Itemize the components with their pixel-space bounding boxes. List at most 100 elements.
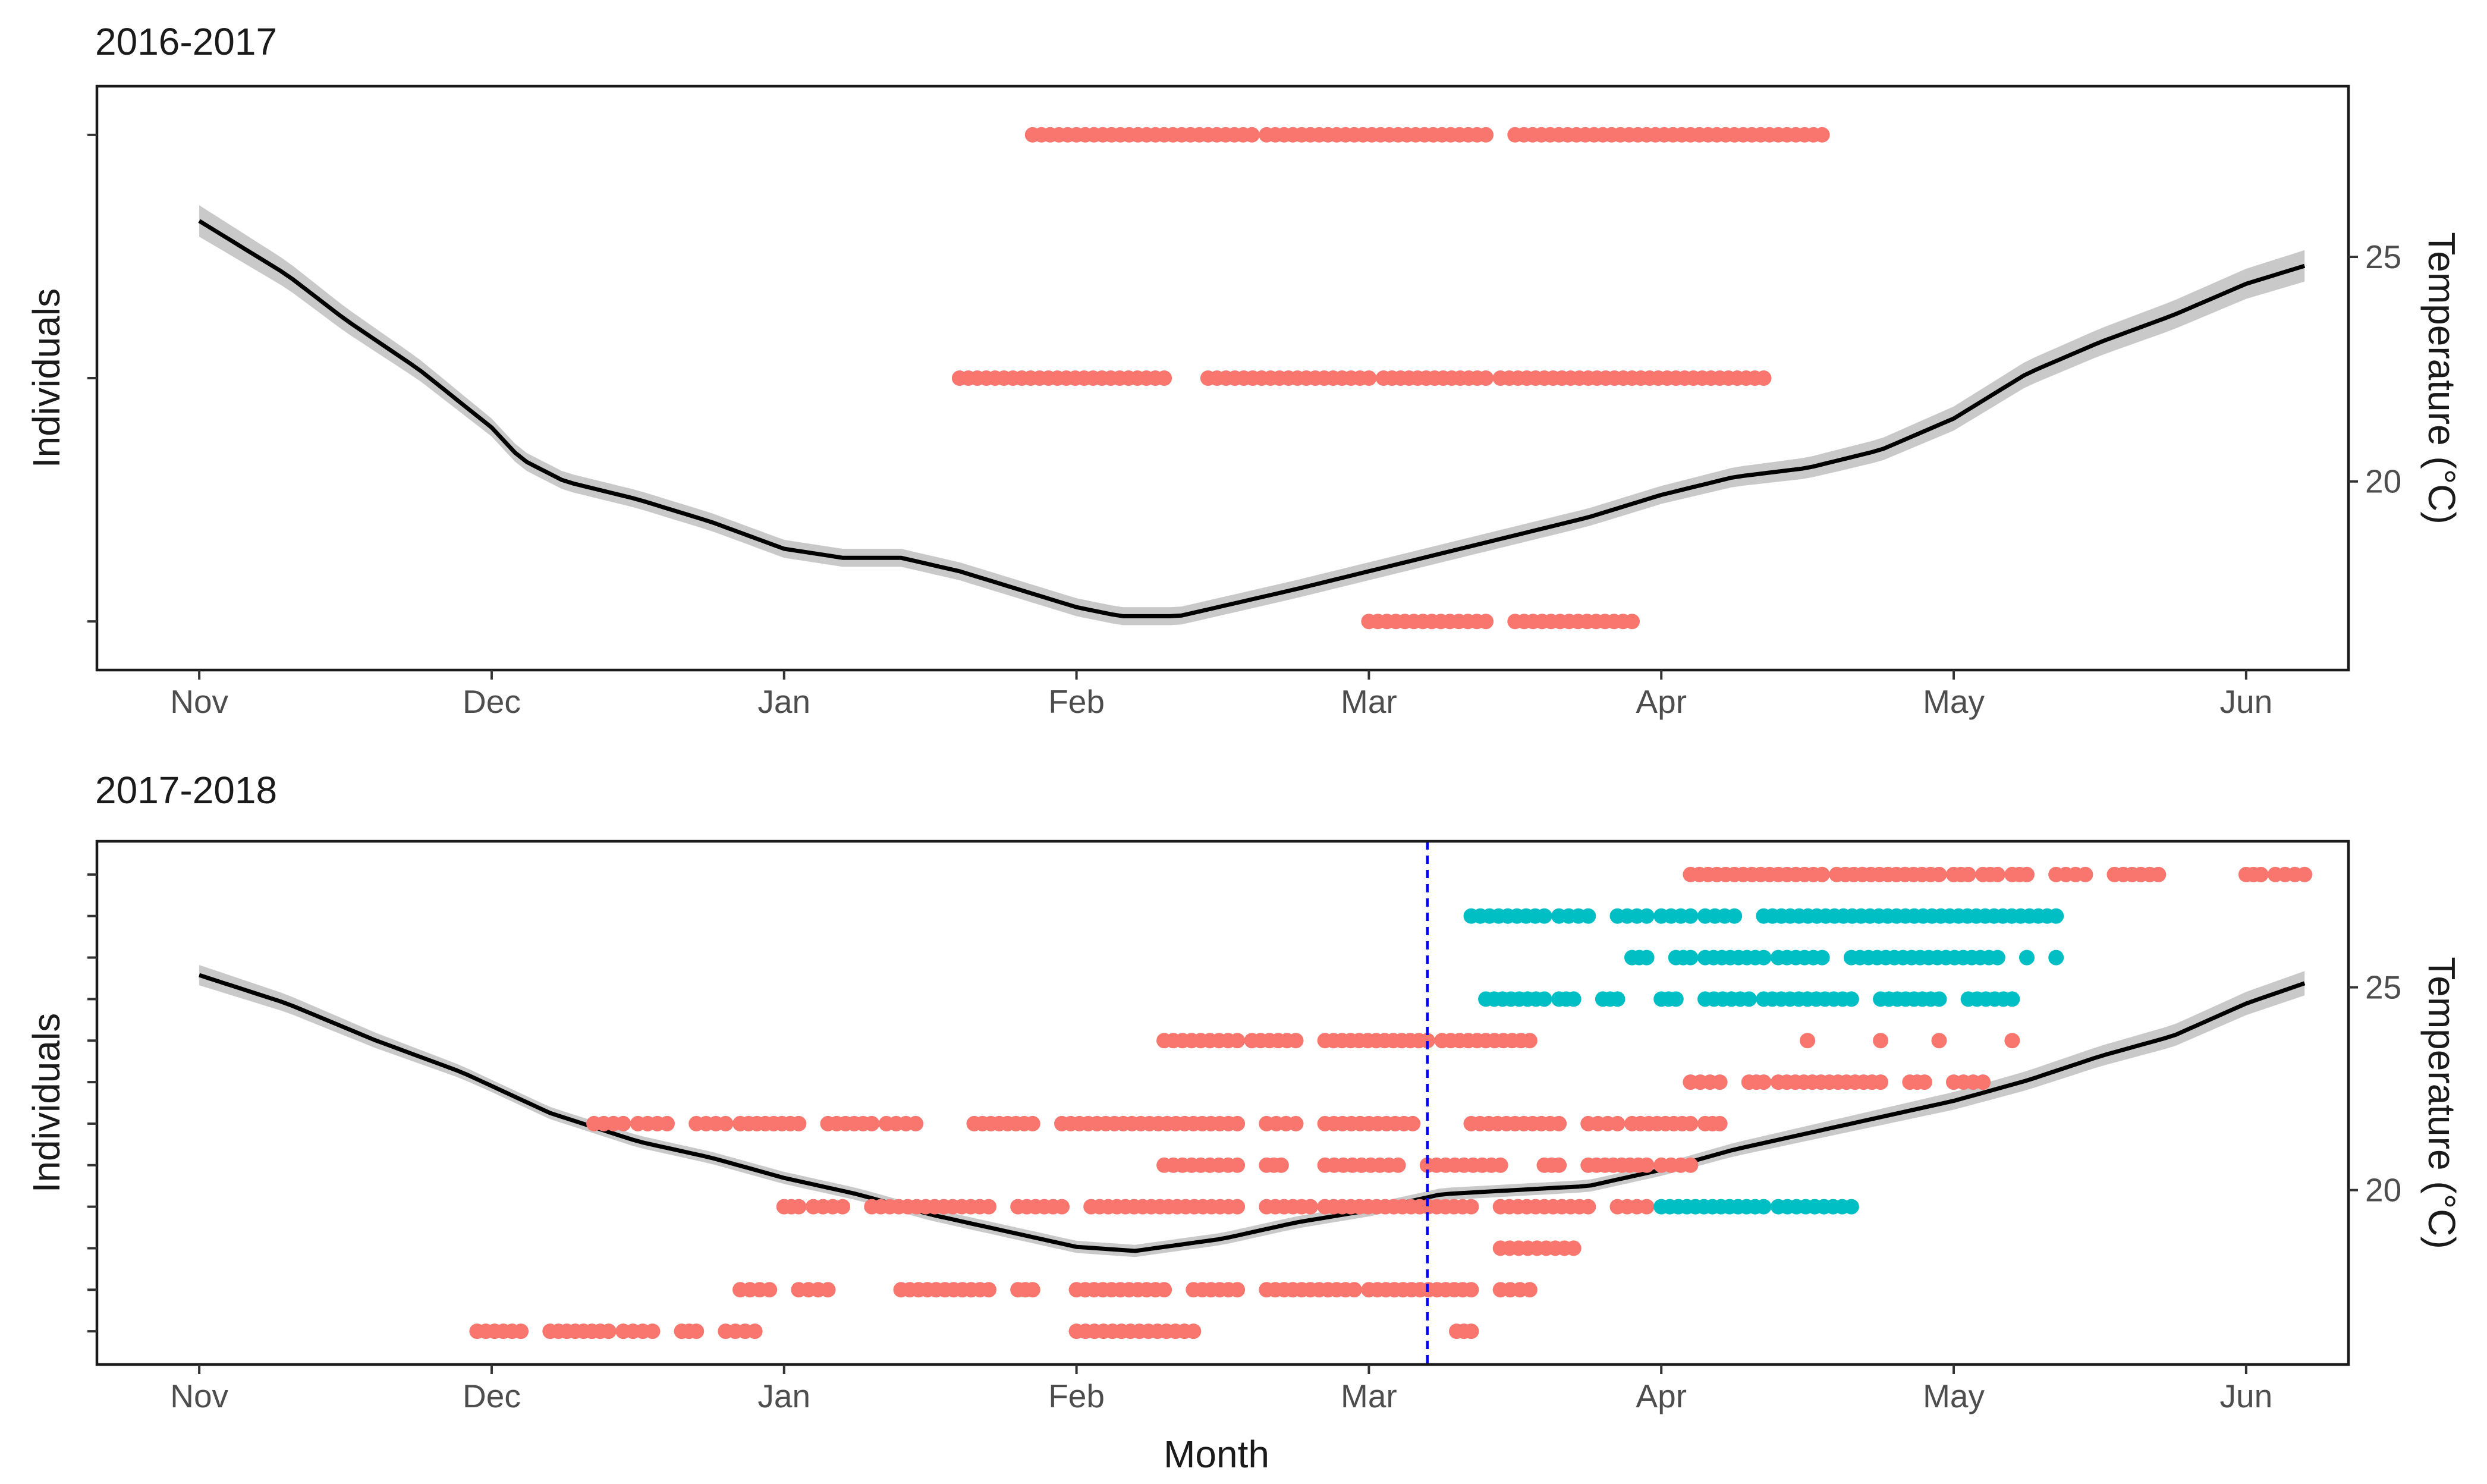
observation-point bbox=[644, 1323, 661, 1340]
individual-row bbox=[776, 1199, 1655, 1215]
x-tick-label: Nov bbox=[170, 1378, 228, 1414]
x-tick-label: May bbox=[1923, 683, 1985, 720]
observation-point bbox=[1230, 1115, 1246, 1131]
observation-point bbox=[2150, 866, 2167, 882]
x-tick-label: May bbox=[1923, 1378, 1985, 1414]
individual-row bbox=[1361, 614, 1640, 630]
y2-axis-label: Temperature (°C) bbox=[2420, 232, 2463, 524]
plot-marks bbox=[199, 841, 2313, 1364]
y2-axis-label: Temperature (°C) bbox=[2420, 957, 2463, 1249]
observation-point bbox=[908, 1115, 924, 1131]
observation-point bbox=[981, 1282, 996, 1298]
individual-row bbox=[1683, 1074, 1991, 1090]
observation-point bbox=[1288, 1115, 1304, 1131]
confidence-ribbon bbox=[199, 205, 2305, 625]
observation-point bbox=[2253, 866, 2269, 882]
observation-point bbox=[1756, 949, 1772, 966]
confidence-ribbon bbox=[199, 965, 2305, 1257]
observation-point bbox=[1346, 1282, 1362, 1298]
observation-point bbox=[1390, 1157, 1406, 1173]
observation-point bbox=[1931, 991, 1947, 1007]
x-tick-label: Jan bbox=[757, 1378, 810, 1414]
observation-point bbox=[762, 1282, 778, 1298]
observation-point bbox=[1683, 1157, 1699, 1173]
individual-row bbox=[1624, 949, 2064, 966]
observation-point bbox=[1873, 1074, 1889, 1090]
panel-2017-2018: 2017-2018 Nov Dec Jan Feb Mar Apr May Jun 20 25 I… bbox=[25, 769, 2463, 1476]
observation-point bbox=[688, 1323, 705, 1340]
x-tick-label: Apr bbox=[1636, 1378, 1687, 1414]
observation-point bbox=[1814, 866, 1830, 882]
plot-marks bbox=[198, 127, 2306, 630]
observation-point bbox=[1565, 991, 1582, 1007]
panel-2016-2017: 2016-2017 Nov Dec Jan Feb Mar Apr May Jun 20 25 I… bbox=[25, 20, 2463, 720]
x-tick-label: Feb bbox=[1048, 683, 1105, 720]
individual-row bbox=[1463, 908, 2064, 924]
observation-point bbox=[2004, 991, 2020, 1007]
x-tick-label: Jun bbox=[2220, 683, 2273, 720]
y2-tick-label: 20 bbox=[2365, 463, 2401, 500]
plot-frame bbox=[95, 840, 2350, 1366]
observation-point bbox=[1873, 1033, 1889, 1049]
observation-point bbox=[2077, 866, 2093, 882]
x-tick-label: Dec bbox=[463, 683, 521, 720]
observation-point bbox=[1361, 370, 1377, 386]
observation-point bbox=[1683, 908, 1699, 924]
observation-point bbox=[2019, 866, 2035, 882]
x-tick-label: Mar bbox=[1341, 1378, 1397, 1414]
observation-point bbox=[791, 1115, 807, 1131]
observation-point bbox=[791, 1199, 807, 1215]
observation-point bbox=[1478, 370, 1494, 386]
x-axis-label: Month bbox=[1164, 1433, 1269, 1476]
observation-point bbox=[1814, 949, 1830, 966]
observation-point bbox=[1536, 908, 1552, 924]
observation-point bbox=[1931, 866, 1947, 882]
observation-point bbox=[718, 1115, 734, 1131]
individual-row bbox=[1492, 1240, 1582, 1256]
observation-point bbox=[1683, 1115, 1699, 1131]
observation-point bbox=[1463, 1282, 1479, 1298]
observation-point bbox=[1521, 1033, 1538, 1049]
observation-point bbox=[835, 1199, 851, 1215]
observation-point bbox=[981, 1199, 996, 1215]
observation-point bbox=[1230, 1199, 1246, 1215]
individual-row bbox=[951, 370, 1772, 386]
observation-point bbox=[1843, 991, 1859, 1007]
observation-point bbox=[1989, 949, 2005, 966]
observation-point bbox=[1916, 1074, 1932, 1090]
observation-point bbox=[1565, 1240, 1582, 1256]
observation-point bbox=[1492, 1157, 1508, 1173]
observation-point bbox=[1756, 370, 1772, 386]
observation-point bbox=[1521, 1282, 1538, 1298]
observation-point bbox=[864, 1115, 880, 1131]
axes: Nov Dec Jan Feb Mar Apr May Jun 20 25 bbox=[87, 133, 2401, 720]
axes: Nov Dec Jan Feb Mar Apr May Jun 20 25 bbox=[87, 873, 2401, 1414]
observation-point bbox=[1989, 866, 2005, 882]
observation-point bbox=[1639, 908, 1655, 924]
observation-point bbox=[1814, 127, 1830, 143]
observation-point bbox=[2048, 949, 2064, 966]
observation-point bbox=[1536, 991, 1552, 1007]
observation-point bbox=[1741, 991, 1757, 1007]
observation-point bbox=[1580, 908, 1596, 924]
observation-point bbox=[1639, 1157, 1655, 1173]
observation-point bbox=[2019, 949, 2035, 966]
y-axis-label: Individuals bbox=[25, 1013, 68, 1193]
observation-point bbox=[2297, 866, 2313, 882]
observation-point bbox=[1419, 1033, 1435, 1049]
observation-point bbox=[1683, 949, 1699, 966]
temperature-trend-line bbox=[199, 973, 2306, 1253]
individual-row bbox=[1478, 991, 2020, 1007]
observation-point bbox=[1580, 1199, 1596, 1215]
observation-point bbox=[513, 1323, 529, 1340]
x-tick-label: Dec bbox=[463, 1378, 521, 1414]
x-tick-label: Apr bbox=[1636, 683, 1687, 720]
observation-point bbox=[1609, 1115, 1625, 1131]
x-tick-label: Jan bbox=[757, 683, 810, 720]
observation-point bbox=[1244, 127, 1260, 143]
y2-tick-label: 25 bbox=[2365, 969, 2401, 1006]
observation-point bbox=[1303, 1199, 1318, 1215]
observation-point bbox=[1551, 1157, 1567, 1173]
observation-point bbox=[1405, 1115, 1421, 1131]
